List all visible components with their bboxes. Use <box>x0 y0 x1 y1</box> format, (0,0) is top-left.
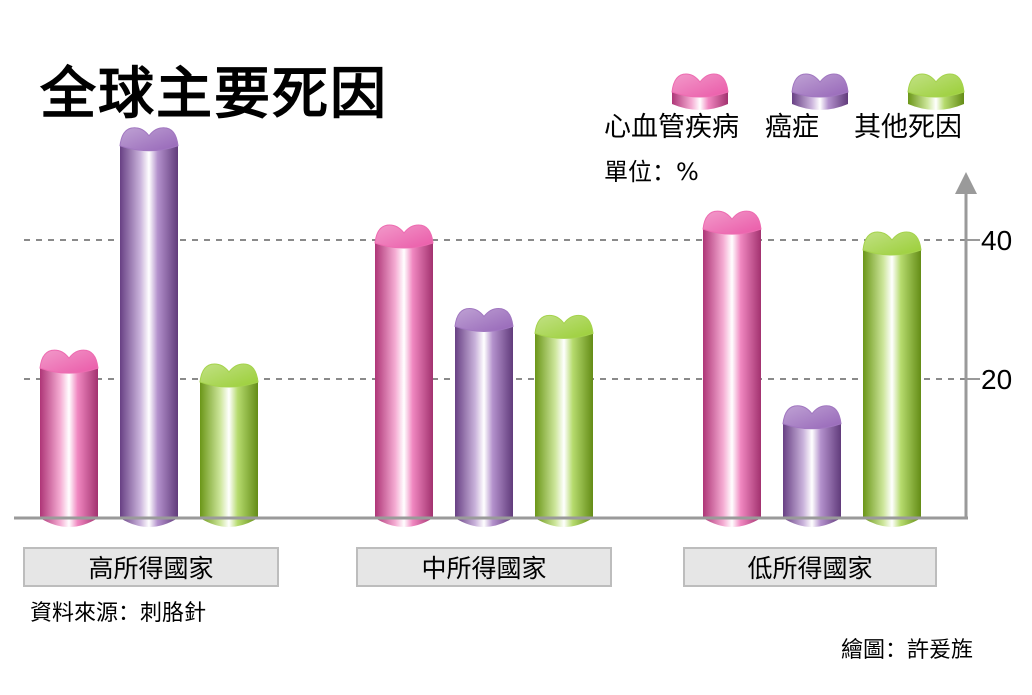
bar-low-income-cardiovascular <box>702 210 762 527</box>
legend-item-other: 其他死因 <box>854 73 965 143</box>
bar-body <box>120 145 178 527</box>
bar-body <box>535 333 593 527</box>
bar-body <box>200 382 258 527</box>
bar-heart-top-icon <box>39 349 99 374</box>
category-label-middle-income: 中所得國家 <box>421 554 546 583</box>
bar-middle-income-cardiovascular <box>374 224 434 528</box>
bar-body <box>863 250 921 527</box>
bar-heart-top-icon <box>454 307 514 332</box>
bar-heart-top-icon <box>199 363 259 388</box>
category-label-high-income: 高所得國家 <box>88 554 213 583</box>
axes <box>14 172 977 520</box>
bar-body <box>455 326 513 527</box>
legend-item-cancer: 癌症 <box>765 73 849 143</box>
category-labels: 高所得國家 中所得國家 低所得國家 <box>23 547 937 587</box>
swatch-body <box>672 92 728 110</box>
credit-note: 繪圖：許爰旌 <box>841 638 973 663</box>
bar-low-income-other <box>862 231 922 527</box>
bar-middle-income-cancer <box>454 307 514 527</box>
legend-label-cardiovascular: 心血管疾病 <box>604 112 739 143</box>
bar-body <box>375 243 433 528</box>
category-box <box>683 547 937 587</box>
y-tick-label-40: 40 <box>981 225 1012 256</box>
legend-label-other: 其他死因 <box>854 112 962 143</box>
bars <box>39 127 922 528</box>
swatch-body <box>908 92 964 110</box>
source-note: 資料來源：刺胳針 <box>30 601 206 626</box>
category-box <box>356 547 612 587</box>
heart-icon <box>907 73 965 98</box>
y-axis-arrow-icon <box>955 172 977 194</box>
bar-heart-top-icon <box>374 224 434 249</box>
bar-middle-income-other <box>534 314 594 527</box>
bar-heart-top-icon <box>534 314 594 339</box>
bar-heart-top-icon <box>119 127 179 152</box>
legend: 心血管疾病 癌症 其他死因 <box>604 73 965 143</box>
bar-body <box>703 229 761 527</box>
legend-swatch-other <box>907 73 965 110</box>
legend-label-cancer: 癌症 <box>765 112 819 143</box>
bar-heart-top-icon <box>782 405 842 430</box>
bar-high-income-other <box>199 363 259 527</box>
heart-icon <box>791 73 849 98</box>
bar-high-income-cardiovascular <box>39 349 99 527</box>
category-low-income: 低所得國家 <box>683 547 937 587</box>
bar-low-income-cancer <box>782 405 842 527</box>
bar-heart-top-icon <box>702 210 762 235</box>
chart-title: 全球主要死因 <box>39 62 388 127</box>
bar-high-income-cancer <box>119 127 179 527</box>
legend-swatch-cardiovascular <box>671 73 729 110</box>
heart-icon <box>671 73 729 98</box>
category-box <box>23 547 279 587</box>
category-label-low-income: 低所得國家 <box>747 554 872 583</box>
unit-label: 單位：% <box>604 158 699 186</box>
bar-body <box>783 423 841 527</box>
bar-body <box>40 368 98 527</box>
legend-swatch-cancer <box>791 73 849 110</box>
legend-item-cardiovascular: 心血管疾病 <box>604 73 739 143</box>
swatch-body <box>792 92 848 110</box>
y-tick-label-20: 20 <box>981 364 1012 395</box>
bar-heart-top-icon <box>862 231 922 256</box>
category-high-income: 高所得國家 <box>23 547 279 587</box>
category-middle-income: 中所得國家 <box>356 547 612 587</box>
